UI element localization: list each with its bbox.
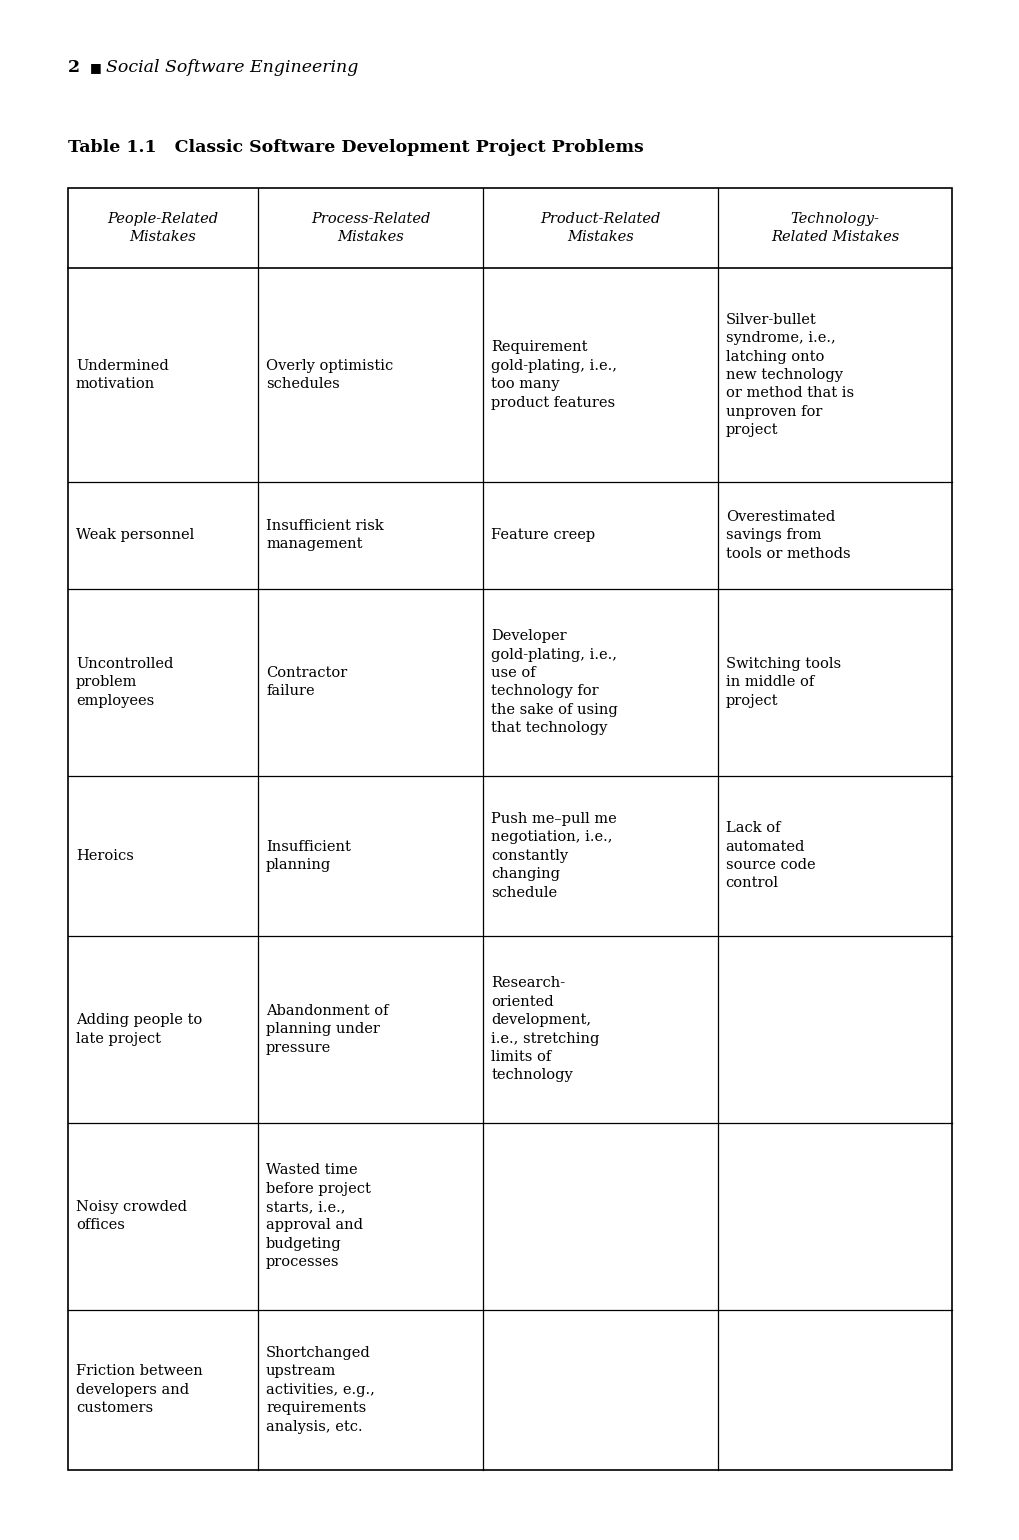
Text: Adding people to
late project: Adding people to late project	[76, 1013, 202, 1046]
Text: Product-Related
Mistakes: Product-Related Mistakes	[540, 213, 660, 245]
Text: Technology-
Related Mistakes: Technology- Related Mistakes	[770, 213, 898, 245]
Text: Insufficient
planning: Insufficient planning	[266, 839, 351, 872]
Bar	[68, 188, 951, 1471]
Text: Weak personnel: Weak personnel	[76, 528, 194, 542]
Text: Insufficient risk
management: Insufficient risk management	[266, 519, 383, 551]
Text: Wasted time
before project
starts, i.e.,
approval and
budgeting
processes: Wasted time before project starts, i.e.,…	[266, 1163, 371, 1269]
Text: Contractor
failure: Contractor failure	[266, 665, 346, 698]
Text: ■: ■	[90, 62, 102, 74]
Text: Social Software Engineering: Social Software Engineering	[106, 60, 358, 77]
Text: Switching tools
in middle of
project: Switching tools in middle of project	[726, 656, 840, 707]
Text: Abandonment of
planning under
pressure: Abandonment of planning under pressure	[266, 1004, 388, 1055]
Text: Heroics: Heroics	[76, 849, 133, 862]
Text: Uncontrolled
problem
employees: Uncontrolled problem employees	[76, 656, 173, 707]
Text: Silver-bullet
syndrome, i.e.,
latching onto
new technology
or method that is
unp: Silver-bullet syndrome, i.e., latching o…	[726, 313, 853, 437]
Text: Noisy crowded
offices: Noisy crowded offices	[76, 1200, 186, 1232]
Text: Research-
oriented
development,
i.e., stretching
limits of
technology: Research- oriented development, i.e., st…	[491, 976, 599, 1083]
Text: Overestimated
savings from
tools or methods: Overestimated savings from tools or meth…	[726, 510, 850, 561]
Text: Feature creep: Feature creep	[491, 528, 595, 542]
Text: Shortchanged
upstream
activities, e.g.,
requirements
analysis, etc.: Shortchanged upstream activities, e.g., …	[266, 1346, 375, 1434]
Text: People-Related
Mistakes: People-Related Mistakes	[107, 213, 218, 245]
Text: Requirement
gold-plating, i.e.,
too many
product features: Requirement gold-plating, i.e., too many…	[491, 340, 616, 410]
Text: Developer
gold-plating, i.e.,
use of
technology for
the sake of using
that techn: Developer gold-plating, i.e., use of tec…	[491, 630, 618, 735]
Text: Friction between
developers and
customers: Friction between developers and customer…	[76, 1364, 203, 1415]
Text: Undermined
motivation: Undermined motivation	[76, 359, 168, 391]
Text: Table 1.1   Classic Software Development Project Problems: Table 1.1 Classic Software Development P…	[68, 140, 643, 157]
Text: Process-Related
Mistakes: Process-Related Mistakes	[311, 213, 430, 245]
Text: 2: 2	[68, 60, 79, 77]
Text: Push me–pull me
negotiation, i.e.,
constantly
changing
schedule: Push me–pull me negotiation, i.e., const…	[491, 812, 616, 899]
Text: Lack of
automated
source code
control: Lack of automated source code control	[726, 821, 814, 890]
Text: Overly optimistic
schedules: Overly optimistic schedules	[266, 359, 393, 391]
